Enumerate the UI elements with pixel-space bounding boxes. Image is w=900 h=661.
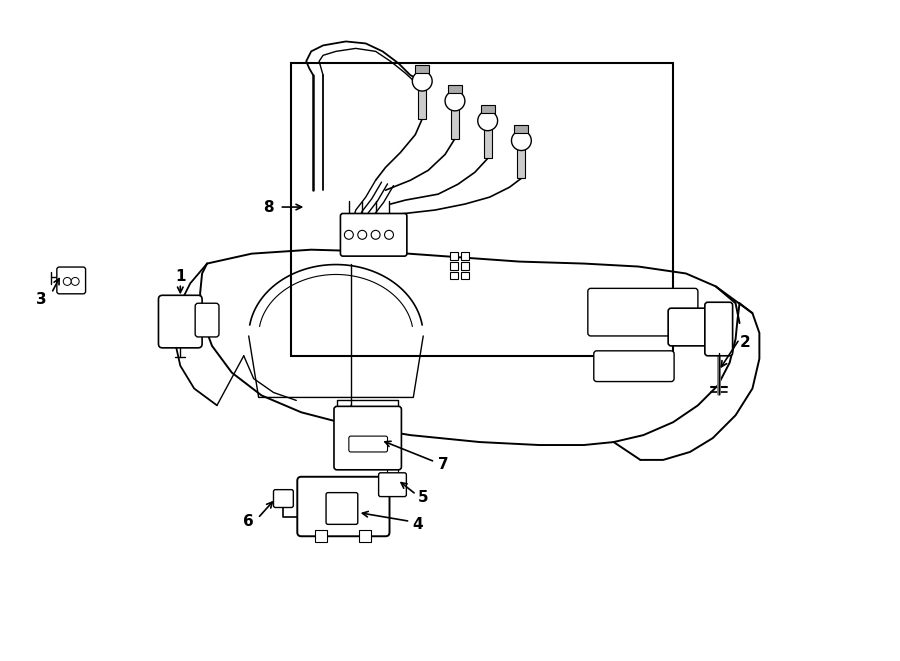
Text: 7: 7 (438, 457, 449, 473)
FancyBboxPatch shape (297, 477, 390, 536)
Bar (315, 530, 327, 542)
Bar (461, 252, 469, 260)
FancyBboxPatch shape (57, 267, 86, 293)
Text: 1: 1 (175, 269, 185, 284)
Text: 5: 5 (418, 490, 429, 505)
Bar (292, 63, 673, 356)
FancyBboxPatch shape (195, 303, 219, 337)
Text: 8: 8 (263, 200, 274, 215)
Circle shape (478, 111, 498, 131)
Circle shape (384, 230, 393, 239)
Bar (518, 141, 526, 178)
Bar (483, 121, 491, 159)
Bar (461, 272, 469, 280)
FancyBboxPatch shape (326, 492, 358, 524)
Bar (450, 262, 458, 270)
Bar (451, 101, 459, 139)
Text: 3: 3 (36, 292, 47, 307)
Circle shape (511, 131, 531, 151)
FancyBboxPatch shape (379, 473, 407, 496)
FancyBboxPatch shape (340, 214, 407, 256)
FancyBboxPatch shape (334, 407, 401, 470)
FancyBboxPatch shape (158, 295, 202, 348)
FancyBboxPatch shape (274, 490, 293, 508)
FancyBboxPatch shape (349, 436, 388, 452)
Bar (359, 530, 371, 542)
Circle shape (371, 230, 380, 239)
Bar (461, 262, 469, 270)
Bar (415, 65, 429, 73)
FancyBboxPatch shape (705, 302, 733, 356)
Bar (418, 81, 427, 119)
FancyBboxPatch shape (588, 288, 698, 336)
Circle shape (71, 278, 79, 286)
Circle shape (445, 91, 465, 111)
FancyBboxPatch shape (594, 351, 674, 381)
FancyBboxPatch shape (668, 308, 712, 346)
Text: 4: 4 (412, 517, 423, 532)
Circle shape (345, 230, 354, 239)
Bar (450, 272, 458, 280)
Circle shape (412, 71, 432, 91)
Bar (515, 125, 528, 133)
Bar (481, 105, 495, 113)
Circle shape (63, 278, 71, 286)
Bar (450, 252, 458, 260)
Circle shape (358, 230, 366, 239)
Bar (448, 85, 462, 93)
Text: 6: 6 (243, 514, 254, 529)
Text: 2: 2 (740, 335, 751, 350)
